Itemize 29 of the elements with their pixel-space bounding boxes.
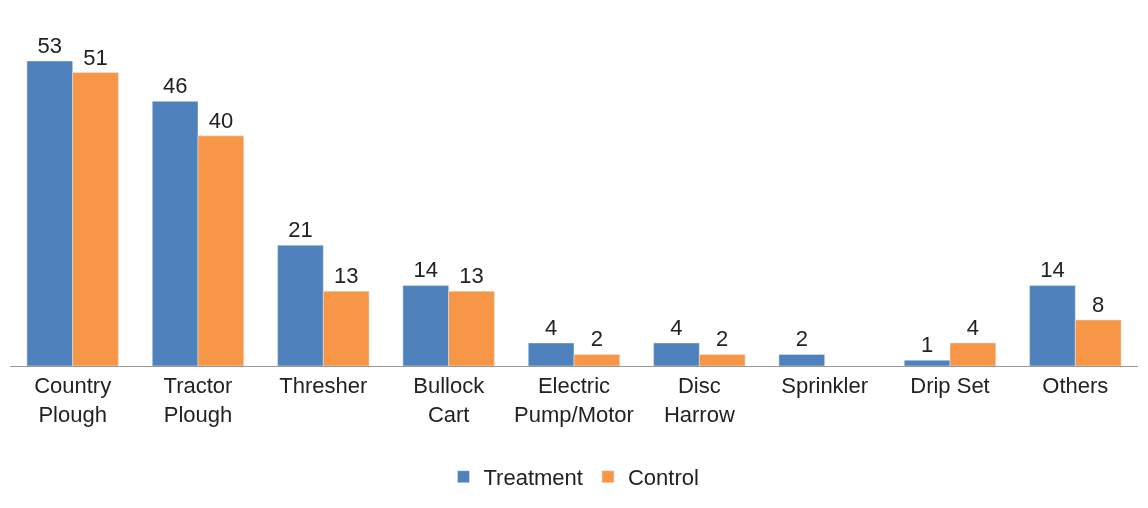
data-label: 46 — [162, 73, 188, 99]
data-label: 13 — [333, 263, 359, 289]
data-label: 13 — [459, 263, 484, 289]
data-label: 14 — [413, 257, 439, 283]
data-label: 2 — [716, 326, 729, 352]
x-tick-label: Country Plough — [34, 373, 112, 427]
data-label: 2 — [795, 326, 808, 352]
data-label: 21 — [288, 217, 313, 243]
data-label: 2 — [590, 326, 603, 352]
bar — [778, 354, 825, 366]
data-label: 4 — [670, 314, 683, 340]
x-tick-label: Sprinkler — [781, 373, 869, 399]
data-label: 1 — [921, 332, 934, 358]
legend-label: Control — [627, 465, 699, 491]
data-label: 14 — [1040, 257, 1065, 283]
data-label: 51 — [83, 44, 108, 70]
x-tick-label: Others — [1042, 373, 1109, 399]
x-tick-label: Tractor Plough — [163, 373, 233, 427]
x-tick-label: Disc Harrow — [663, 373, 735, 427]
x-tick-label: Electric Pump/Motor — [514, 373, 634, 427]
x-tick-label: Thresher — [279, 373, 368, 399]
x-tick-label: Drip Set — [910, 373, 990, 399]
data-label: 4 — [966, 314, 979, 340]
data-label: 40 — [208, 107, 234, 133]
data-label: 4 — [545, 314, 558, 340]
legend-label: Treatment — [483, 465, 583, 491]
data-label: 53 — [37, 33, 63, 59]
x-tick-label: Bullock Cart — [413, 373, 486, 427]
data-label: 8 — [1092, 291, 1105, 317]
